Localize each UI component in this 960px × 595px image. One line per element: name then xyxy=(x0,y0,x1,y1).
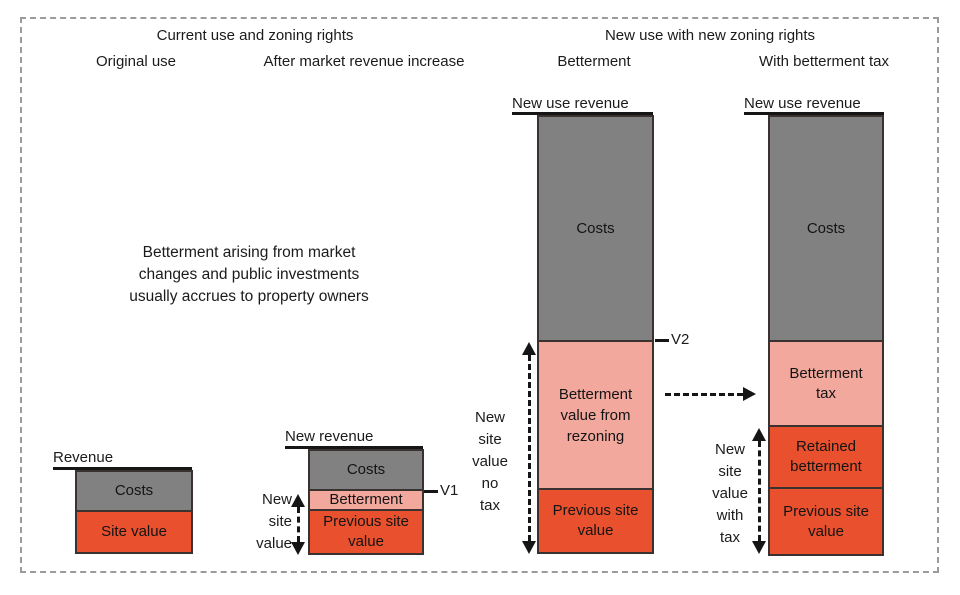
arrow-dashed-stem xyxy=(665,392,743,396)
note-text: Betterment arising from market changes a… xyxy=(129,244,369,305)
bar4-new-use-revenue-line xyxy=(744,112,884,115)
bar2-new-revenue-label: New revenue xyxy=(285,428,374,445)
bar4-retained-betterment-segment: Retained betterment xyxy=(768,425,884,489)
v1-marker-line xyxy=(424,490,438,493)
arrow-right-head xyxy=(743,387,756,401)
bar3-new-site-value-no-tax-label: New site value no tax xyxy=(472,409,508,514)
bar3-previous-site-value-segment: Previous site value xyxy=(537,488,654,554)
bar2-previous-site-value-segment: Previous site value xyxy=(308,509,424,555)
bar2-new-revenue-line xyxy=(285,446,423,449)
subheader-original-use: Original use xyxy=(95,53,177,70)
bar4-new-site-value-with-tax-label: New site value with tax xyxy=(712,441,748,546)
v2-marker-line xyxy=(655,339,669,342)
header-current-use: Current use and zoning rights xyxy=(156,27,354,44)
bar3-new-use-revenue-line xyxy=(512,112,653,115)
bar2: Costs Betterment Previous site value xyxy=(308,449,424,555)
bar4-costs-segment: Costs xyxy=(768,115,884,342)
arrow-dashed-stem xyxy=(757,441,761,541)
bar1: Costs Site value xyxy=(75,470,193,554)
bar3: Costs Betterment value from rezoning Pre… xyxy=(537,115,654,554)
bar3-costs-segment: Costs xyxy=(537,115,654,342)
subheader-after-market: After market revenue increase xyxy=(263,53,465,70)
bar3-new-use-revenue-label: New use revenue xyxy=(512,95,629,112)
bar1-revenue-line xyxy=(53,467,192,470)
arrow-down-head xyxy=(522,541,536,554)
v1-marker-label: V1 xyxy=(440,482,459,499)
arrow-up-head xyxy=(291,494,305,507)
arrow-dashed-stem xyxy=(296,507,300,542)
bar2-costs-segment: Costs xyxy=(308,449,424,491)
bar3-new-site-value-arrow xyxy=(521,342,537,554)
bar4: Costs Betterment tax Retained betterment… xyxy=(768,115,884,556)
subheader-betterment: Betterment xyxy=(557,53,631,70)
arrow-up-head xyxy=(752,428,766,441)
bar2-new-site-value-label: New site value xyxy=(256,491,292,552)
arrow-down-head xyxy=(752,541,766,554)
bar4-betterment-tax-segment: Betterment tax xyxy=(768,340,884,427)
header-new-use: New use with new zoning rights xyxy=(604,27,816,44)
arrow-up-head xyxy=(522,342,536,355)
bar1-costs-segment: Costs xyxy=(75,470,193,512)
bar2-new-site-value-arrow xyxy=(290,494,306,555)
arrow-dashed-stem xyxy=(527,355,531,541)
betterment-to-tax-arrow xyxy=(665,386,756,402)
bar4-new-site-value-arrow xyxy=(751,428,767,554)
bar1-revenue-label: Revenue xyxy=(53,449,114,466)
bar4-new-use-revenue-label: New use revenue xyxy=(744,95,861,112)
bar1-site-value-segment: Site value xyxy=(75,510,193,554)
bar3-betterment-value-segment: Betterment value from rezoning xyxy=(537,340,654,490)
subheader-with-betterment-tax: With betterment tax xyxy=(758,53,890,70)
bar2-betterment-segment: Betterment xyxy=(308,489,424,511)
bar4-previous-site-value-segment: Previous site value xyxy=(768,487,884,556)
diagram-outer-frame xyxy=(20,17,939,573)
v2-marker-label: V2 xyxy=(671,331,690,348)
arrow-down-head xyxy=(291,542,305,555)
